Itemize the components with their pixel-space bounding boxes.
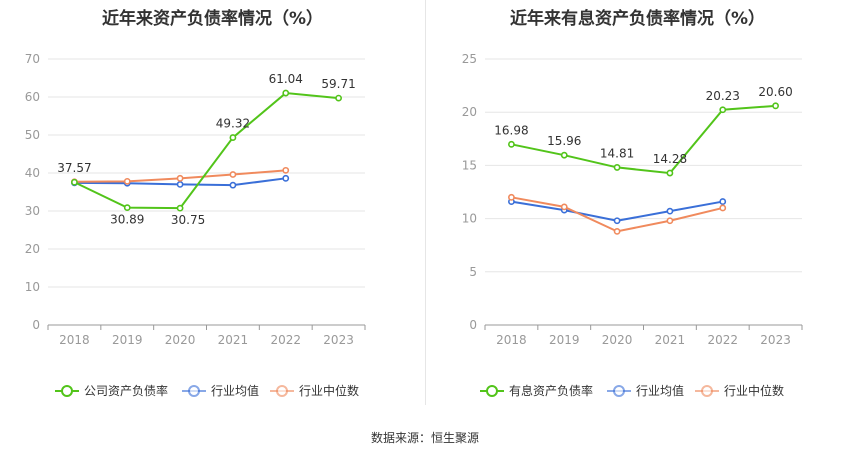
legend-label: 行业均值: [636, 383, 684, 398]
data-point-company: [560, 151, 568, 159]
data-point-company: [123, 204, 131, 212]
data-point-industry-average: [719, 198, 727, 205]
data-point-industry-median: [176, 174, 184, 182]
data-label: 49.32: [216, 117, 250, 131]
y-tick-label: 40: [25, 166, 40, 180]
legend-marker-icon: [276, 385, 288, 397]
series-line-industry-median: [511, 196, 723, 233]
data-point-industry-average: [666, 207, 674, 215]
data-point-industry-median: [560, 203, 568, 211]
data-label: 16.98: [494, 123, 528, 137]
y-tick-label: 50: [25, 128, 40, 142]
x-tick-label: 2021: [655, 333, 686, 347]
data-label: 37.57: [57, 161, 91, 175]
y-tick-label: 30: [25, 204, 40, 218]
data-point-industry-average: [229, 181, 237, 189]
data-label: 20.60: [758, 85, 792, 99]
x-tick-label: 2022: [270, 333, 301, 347]
data-point-company: [772, 102, 779, 110]
data-label: 30.89: [110, 213, 144, 227]
x-tick-label: 2021: [218, 333, 249, 347]
line-chart-interest-debt-ratio: 0 5 10 15 20 25 2018 2019 2020 2021 2022 2023 16.98 1…: [462, 52, 803, 398]
y-tick-label: 20: [25, 242, 40, 256]
y-tick-label: 15: [462, 158, 477, 172]
data-point-industry-median: [229, 171, 237, 178]
data-point-company: [508, 140, 515, 148]
data-point-company: [335, 94, 342, 102]
data-label: 20.23: [706, 89, 740, 103]
data-label: 30.75: [171, 213, 205, 227]
x-tick-label: 2020: [165, 333, 196, 347]
legend-label: 公司资产负债率: [84, 383, 168, 398]
legend-label: 行业中位数: [299, 383, 359, 398]
legend-marker-icon: [701, 385, 713, 397]
y-tick-label: 5: [469, 265, 477, 279]
y-tick-label: 20: [462, 105, 477, 119]
series-line-company: [73, 92, 339, 210]
data-point-industry-median: [282, 166, 290, 174]
y-tick-label: 0: [32, 318, 40, 332]
y-tick-label: 0: [469, 318, 477, 332]
data-point-industry-median: [613, 227, 621, 235]
x-tick-label: 2023: [323, 333, 354, 347]
data-label: 14.81: [600, 146, 634, 160]
y-tick-label: 25: [462, 52, 477, 66]
data-point-industry-average: [176, 180, 184, 188]
y-tick-label: 10: [462, 212, 477, 226]
x-tick-label: 2018: [59, 333, 90, 347]
data-point-industry-average: [613, 217, 621, 225]
data-label: 61.04: [269, 72, 303, 86]
data-point-industry-median: [666, 217, 674, 225]
legend-label: 有息资产负债率: [509, 383, 593, 398]
legend-marker-icon: [613, 385, 625, 397]
data-point-company: [71, 178, 78, 186]
data-point-company: [666, 169, 674, 177]
x-tick-label: 2020: [602, 333, 633, 347]
line-chart-debt-ratio: 0 10 20 30 40 50 60 70 2018 2019 2020 2021 2022 2023 3…: [25, 52, 366, 398]
data-point-company: [176, 204, 184, 212]
y-tick-label: 70: [25, 52, 40, 66]
x-tick-label: 2019: [549, 333, 580, 347]
chart-panel-debt-ratio: 近年来资产负债率情况（%） 0 10 20 30 40 50 60 70 2018 2019 202…: [0, 0, 425, 420]
data-point-company: [719, 106, 727, 114]
data-point-company: [229, 134, 237, 141]
data-source-note: 数据来源：恒生聚源: [370, 431, 479, 445]
x-tick-label: 2018: [496, 333, 527, 347]
panel-divider: [425, 0, 426, 405]
x-tick-label: 2022: [707, 333, 738, 347]
x-tick-label: 2023: [760, 333, 791, 347]
legend-marker-icon: [61, 385, 73, 397]
y-tick-label: 60: [25, 90, 40, 104]
data-point-company: [282, 89, 290, 97]
chart-title: 近年来资产负债率情况（%）: [101, 9, 324, 29]
data-label: 14.28: [653, 152, 687, 166]
data-point-company: [613, 164, 621, 171]
data-point-industry-median: [123, 177, 131, 185]
chart-title: 近年来有息资产负债率情况（%）: [509, 9, 766, 29]
series-line-company: [511, 104, 776, 175]
chart-panel-interest-debt-ratio: 近年来有息资产负债率情况（%） 0 5 10 15 20 25 2018 2019 2020 20…: [425, 0, 850, 420]
data-point-industry-median: [508, 193, 515, 201]
data-label: 15.96: [547, 134, 581, 148]
legend-label: 行业均值: [211, 383, 259, 398]
data-point-industry-median: [719, 204, 727, 212]
data-point-industry-average: [282, 174, 290, 182]
legend-marker-icon: [486, 385, 498, 397]
legend-marker-icon: [188, 385, 200, 397]
data-label: 59.71: [321, 77, 355, 91]
x-tick-label: 2019: [112, 333, 143, 347]
y-tick-label: 10: [25, 280, 40, 294]
legend-label: 行业中位数: [724, 383, 784, 398]
